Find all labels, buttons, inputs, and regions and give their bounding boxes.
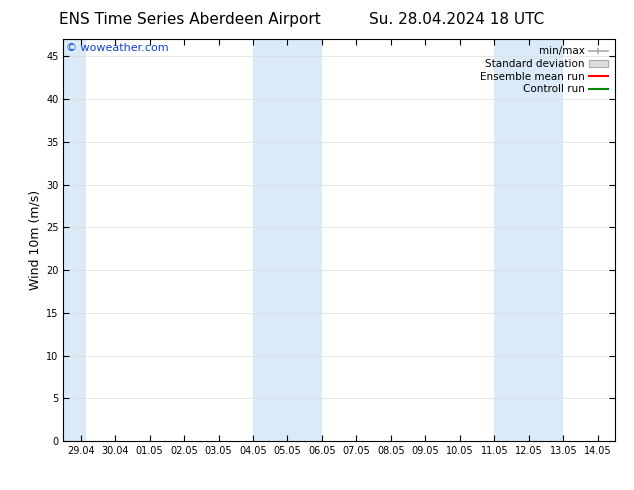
Bar	[495, 39, 563, 441]
Text: ENS Time Series Aberdeen Airport: ENS Time Series Aberdeen Airport	[60, 12, 321, 27]
Y-axis label: Wind 10m (m/s): Wind 10m (m/s)	[29, 190, 42, 290]
Text: © woweather.com: © woweather.com	[66, 43, 169, 53]
Legend: min/max, Standard deviation, Ensemble mean run, Controll run: min/max, Standard deviation, Ensemble me…	[478, 45, 610, 97]
Bar	[63, 39, 86, 441]
Bar	[253, 39, 322, 441]
Text: Su. 28.04.2024 18 UTC: Su. 28.04.2024 18 UTC	[369, 12, 544, 27]
